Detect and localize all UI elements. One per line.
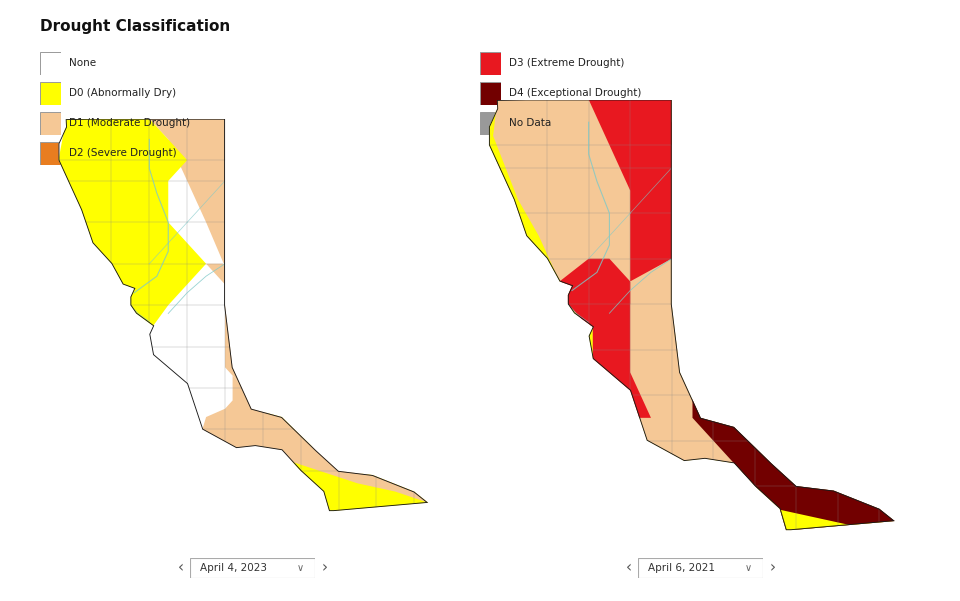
Polygon shape <box>526 100 895 486</box>
Text: D3 (Extreme Drought): D3 (Extreme Drought) <box>509 58 624 68</box>
Polygon shape <box>59 119 206 326</box>
Polygon shape <box>692 327 895 530</box>
Text: April 6, 2021: April 6, 2021 <box>648 563 715 573</box>
Text: ∨: ∨ <box>745 563 752 573</box>
Text: ›: › <box>770 561 776 575</box>
Polygon shape <box>300 359 357 409</box>
Polygon shape <box>588 100 895 441</box>
Polygon shape <box>150 119 300 409</box>
Text: ‹: ‹ <box>626 561 632 575</box>
Text: ∨: ∨ <box>297 563 303 573</box>
Text: D4 (Exceptional Drought): D4 (Exceptional Drought) <box>509 88 641 98</box>
Polygon shape <box>489 100 568 295</box>
Polygon shape <box>560 258 630 327</box>
Text: D0 (Abnormally Dry): D0 (Abnormally Dry) <box>69 88 177 98</box>
Text: ‹: ‹ <box>178 561 183 575</box>
Text: April 4, 2023: April 4, 2023 <box>200 563 267 573</box>
Polygon shape <box>755 486 895 530</box>
Polygon shape <box>489 100 895 530</box>
Text: D2 (Severe Drought): D2 (Severe Drought) <box>69 148 177 158</box>
Polygon shape <box>588 100 672 418</box>
Polygon shape <box>225 119 300 160</box>
Text: None: None <box>69 58 96 68</box>
Polygon shape <box>282 459 428 511</box>
Polygon shape <box>489 100 895 530</box>
Text: ›: › <box>322 561 327 575</box>
Text: No Data: No Data <box>509 118 551 128</box>
Polygon shape <box>59 119 428 511</box>
Polygon shape <box>203 376 428 511</box>
Text: D1 (Moderate Drought): D1 (Moderate Drought) <box>69 118 190 128</box>
Polygon shape <box>489 100 895 530</box>
Polygon shape <box>244 376 428 503</box>
Text: Drought Classification: Drought Classification <box>40 19 230 34</box>
